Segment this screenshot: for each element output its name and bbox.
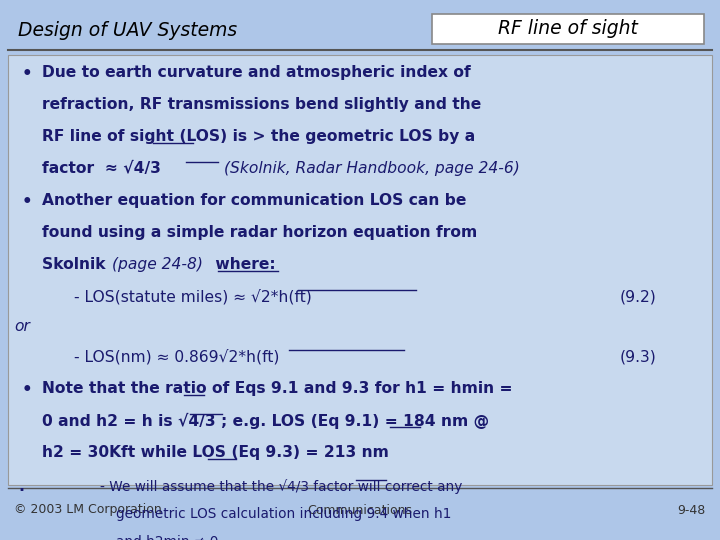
Text: RF line of sight (LOS) is > the geometric LOS by a: RF line of sight (LOS) is > the geometri… xyxy=(42,129,475,144)
Text: - LOS(statute miles) ≈ √2*h(ft): - LOS(statute miles) ≈ √2*h(ft) xyxy=(74,289,312,305)
Bar xyxy=(432,14,704,44)
Bar xyxy=(8,55,712,485)
Text: Another equation for communication LOS can be: Another equation for communication LOS c… xyxy=(42,193,467,208)
Text: Note that the ratio of Eqs 9.1 and 9.3 for h1 = hmin =: Note that the ratio of Eqs 9.1 and 9.3 f… xyxy=(42,381,513,396)
Text: refraction, RF transmissions bend slightly and the: refraction, RF transmissions bend slight… xyxy=(42,97,481,112)
Text: © 2003 LM Corporation: © 2003 LM Corporation xyxy=(14,503,162,516)
Text: and h2min ≠ 0: and h2min ≠ 0 xyxy=(116,535,218,540)
Text: factor  ≈ √4/3: factor ≈ √4/3 xyxy=(42,161,166,176)
Text: found using a simple radar horizon equation from: found using a simple radar horizon equat… xyxy=(42,225,477,240)
Text: or: or xyxy=(14,319,30,334)
Text: geometric LOS calculation including 9.4 when h1: geometric LOS calculation including 9.4 … xyxy=(116,507,451,521)
Text: Skolnik: Skolnik xyxy=(42,257,111,272)
Text: - We will assume that the √4/3 factor will correct any: - We will assume that the √4/3 factor wi… xyxy=(100,479,462,494)
Text: .: . xyxy=(18,479,24,494)
Text: Design of UAV Systems: Design of UAV Systems xyxy=(18,21,237,39)
Text: h2 = 30Kft while LOS (Eq 9.3) = 213 nm: h2 = 30Kft while LOS (Eq 9.3) = 213 nm xyxy=(42,445,389,460)
Text: 9-48: 9-48 xyxy=(678,503,706,516)
Text: •: • xyxy=(22,65,32,83)
Text: (Skolnik, Radar Handbook, page 24-6): (Skolnik, Radar Handbook, page 24-6) xyxy=(224,161,520,176)
Text: (page 24-8): (page 24-8) xyxy=(112,257,203,272)
Text: (9.3): (9.3) xyxy=(620,349,657,364)
Text: RF line of sight: RF line of sight xyxy=(498,19,638,38)
Text: - LOS(nm) ≈ 0.869√2*h(ft): - LOS(nm) ≈ 0.869√2*h(ft) xyxy=(74,349,279,365)
Text: Due to earth curvature and atmospheric index of: Due to earth curvature and atmospheric i… xyxy=(42,65,471,80)
Text: 0 and h2 = h is √4/3 ; e.g. LOS (Eq 9.1) = 184 nm @: 0 and h2 = h is √4/3 ; e.g. LOS (Eq 9.1)… xyxy=(42,413,489,429)
Text: •: • xyxy=(22,193,32,211)
Text: •: • xyxy=(22,381,32,399)
Text: where:: where: xyxy=(210,257,276,272)
Text: Communications: Communications xyxy=(307,503,413,516)
Text: (9.2): (9.2) xyxy=(620,289,657,304)
